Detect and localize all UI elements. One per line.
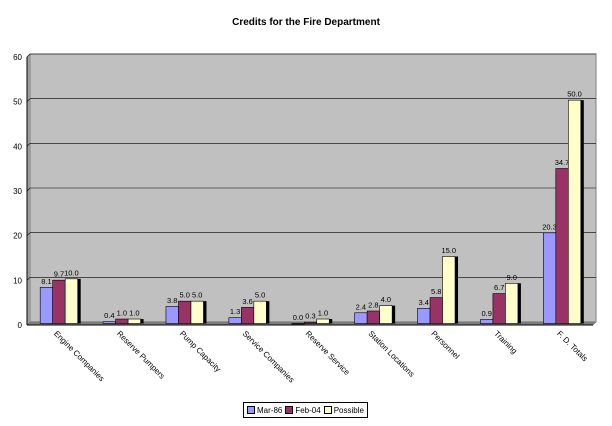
chart-title: Credits for the Fire Department [232, 17, 380, 28]
bar [429, 297, 443, 324]
y-tick-label: 0 [18, 321, 23, 330]
data-label: 1.0 [318, 309, 328, 318]
bar [165, 306, 179, 324]
bar [241, 307, 255, 324]
bar [417, 308, 431, 324]
data-label: 5.0 [180, 291, 190, 300]
bar [39, 287, 53, 324]
data-label: 4.0 [381, 295, 391, 304]
data-label: 8.1 [41, 277, 51, 286]
data-label: 3.6 [242, 297, 252, 306]
x-tick-label: Training [492, 329, 519, 356]
legend-item: Mar-86 [247, 406, 282, 415]
data-label: 2.8 [368, 300, 378, 309]
bar [64, 278, 78, 324]
bar [543, 232, 557, 324]
legend-label: Mar-86 [257, 405, 283, 415]
data-label: 3.4 [419, 298, 429, 307]
bar [102, 321, 116, 324]
data-label: 50.0 [567, 90, 582, 99]
gridline-depth [26, 53, 31, 58]
x-tick-label: Reserve Service [304, 329, 352, 377]
legend-item: Possible [323, 405, 364, 415]
data-label: 1.3 [230, 307, 240, 316]
data-label: 5.8 [431, 287, 441, 296]
legend-label: Possible [333, 405, 364, 415]
bar [555, 168, 569, 324]
plot-area: 0 10 20 30 40 50 60 8.19.7 10.0 Engine Companies 0… [13, 53, 597, 384]
data-label: 1.0 [129, 309, 139, 318]
data-label: 20.3 [542, 222, 557, 231]
y-tick-label: 60 [13, 53, 22, 62]
data-label: 0.3 [305, 312, 315, 321]
y-tick-label: 40 [13, 142, 22, 151]
bar [291, 323, 305, 325]
x-tick-label: Service Companies [241, 329, 296, 384]
legend-swatch [323, 406, 332, 414]
bar [354, 312, 368, 324]
bar [178, 300, 192, 324]
bar [52, 279, 66, 324]
data-label: 15.0 [441, 246, 456, 255]
bar [492, 293, 506, 324]
bar [253, 300, 267, 324]
legend-label: Feb-04 [295, 405, 321, 415]
bar [505, 282, 519, 324]
data-label: 5.0 [192, 291, 202, 300]
data-label: 9.0 [506, 273, 516, 282]
bar [442, 256, 456, 324]
x-tick-label: F. D. Totals [555, 329, 589, 363]
data-label: 6.7 [494, 283, 504, 292]
y-tick-label: 30 [13, 187, 22, 196]
bar [480, 319, 494, 324]
data-label: 0.4 [104, 311, 114, 320]
y-tick-label: 20 [13, 232, 22, 241]
legend-swatch [247, 406, 255, 414]
data-label: 5.0 [255, 291, 265, 300]
bar [190, 300, 204, 324]
legend-swatch [285, 406, 294, 414]
x-tick-label: Pump Capacity [178, 329, 223, 374]
x-tick-label: Engine Companies [52, 329, 106, 383]
bar [316, 318, 330, 324]
x-tick-label: Reserve Pumpers [115, 329, 167, 381]
x-tick-label: Station Locations [366, 329, 416, 379]
bar [379, 305, 393, 324]
data-label: 0.0 [293, 313, 303, 322]
data-label: 10.0 [64, 268, 79, 277]
x-tick-label: Personnel [429, 329, 461, 361]
legend: Mar-86 Feb-04 Possible [243, 402, 368, 418]
data-label: 34.7 [555, 158, 570, 167]
y-tick-label: 50 [13, 98, 22, 107]
bar [127, 318, 141, 324]
bar [366, 310, 380, 324]
bar [303, 321, 318, 324]
bar [115, 318, 129, 324]
y-tick-label: 10 [13, 276, 22, 285]
legend-item: Feb-04 [285, 405, 321, 415]
data-label: 1.0 [117, 309, 127, 318]
bar [228, 317, 242, 324]
data-label: 9.7 [54, 270, 64, 279]
bar [568, 99, 582, 324]
data-label: 2.4 [356, 302, 366, 311]
data-label: 3.8 [167, 296, 177, 305]
data-label: 0.9 [481, 309, 491, 318]
